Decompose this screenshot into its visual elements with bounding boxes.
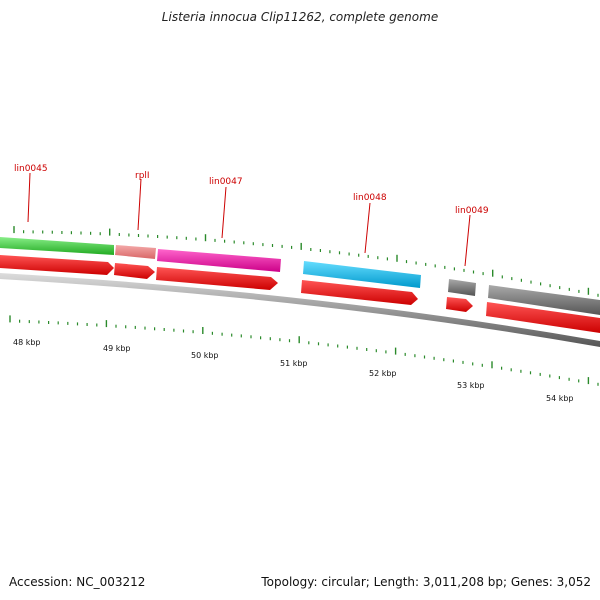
gene-feature-ring <box>0 237 600 315</box>
strand-arrow-rplI[interactable] <box>114 263 155 279</box>
genome-stats-text: Topology: circular; Length: 3,011,208 bp… <box>261 575 591 589</box>
strand-arrow-next[interactable] <box>486 302 600 333</box>
gene-block-lin0047[interactable] <box>157 249 281 272</box>
gene-label-lin0045: lin0045 <box>14 164 48 174</box>
strand-arrow-lin0045[interactable] <box>0 255 114 275</box>
kbp-label: 52 kbp <box>369 369 397 378</box>
gene-label-rplI: rplI <box>135 171 150 181</box>
gene-label-lin0047: lin0047 <box>209 177 243 187</box>
kbp-label: 48 kbp <box>13 338 41 347</box>
genome-backbone <box>0 273 600 347</box>
leader-lin0045 <box>27 172 31 223</box>
strand-arrow-lin0047[interactable] <box>156 267 278 290</box>
lower-tick-row <box>9 315 599 386</box>
gene-block-lin0045[interactable] <box>0 237 114 255</box>
kbp-label: 49 kbp <box>103 344 131 353</box>
gene-block-next[interactable] <box>488 285 600 315</box>
gene-labels: lin0045 rplI lin0047 lin0048 lin0049 <box>14 164 489 216</box>
kbp-label: 50 kbp <box>191 351 219 360</box>
leader-lin0047 <box>221 186 227 239</box>
gene-block-rplI[interactable] <box>115 245 156 259</box>
upper-tick-row <box>13 226 599 297</box>
accession-text: Accession: NC_003212 <box>9 575 146 589</box>
gene-block-lin0049[interactable] <box>448 279 476 296</box>
gene-label-lin0048: lin0048 <box>353 193 387 203</box>
strand-arrow-lin0048[interactable] <box>301 280 418 305</box>
leader-lin0048 <box>364 202 371 254</box>
label-leader-lines <box>27 172 471 267</box>
strand-arrow-lin0049[interactable] <box>446 297 473 312</box>
leader-lin0049 <box>464 214 471 267</box>
strand-arrow-ring <box>0 255 600 333</box>
gene-block-lin0048[interactable] <box>303 261 421 288</box>
kbp-label: 51 kbp <box>280 359 308 368</box>
gene-label-lin0049: lin0049 <box>455 206 489 216</box>
map-title: Listeria innocua Clip11262, complete gen… <box>161 10 439 24</box>
kbp-scale-labels: 48 kbp 49 kbp 50 kbp 51 kbp 52 kbp 53 kb… <box>13 338 574 403</box>
kbp-label: 54 kbp <box>546 394 574 403</box>
kbp-label: 53 kbp <box>457 381 485 390</box>
leader-rplI <box>137 178 142 231</box>
